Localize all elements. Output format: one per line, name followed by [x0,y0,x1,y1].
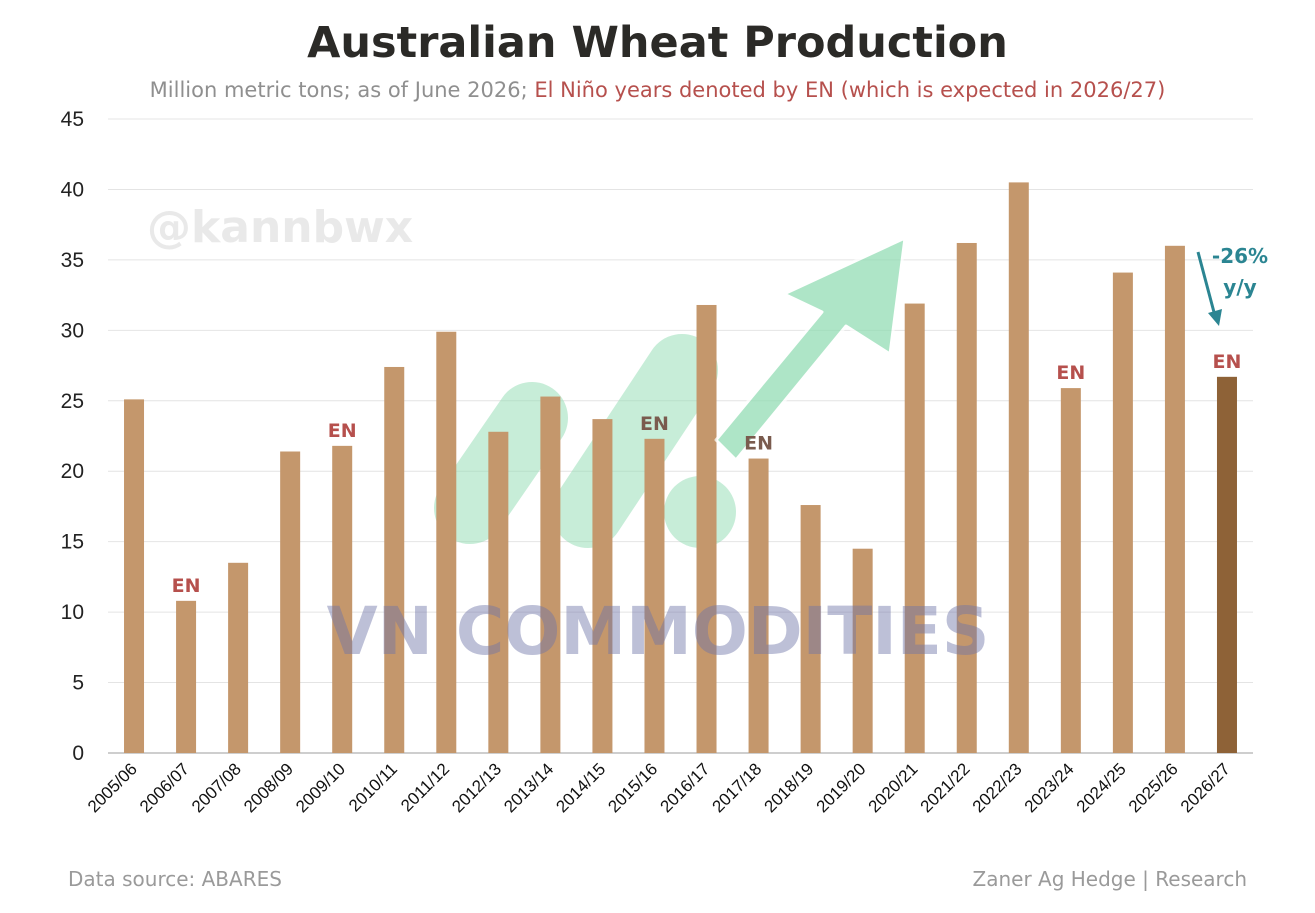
yoy-change-percent: -26% [1212,244,1268,268]
y-tick-label: 35 [61,249,84,272]
yoy-change-unit: y/y [1223,275,1256,299]
bar-2019-20 [852,548,873,753]
handle-watermark: @kannbwx [147,202,413,253]
bar-2022-23 [1008,182,1029,753]
x-tick-label: 2006/07 [136,759,193,816]
brand-watermark: VN COMMODITIES [327,593,990,670]
en-label-2009-10: EN [328,420,357,442]
y-tick-label: 0 [72,742,84,765]
y-tick-label: 15 [61,531,84,554]
x-tick-label: 2021/22 [917,759,974,816]
subtitle-units: Million metric tons; as of June 2026; [149,78,535,102]
y-tick-label: 10 [61,601,84,624]
bar-2017-18 [748,458,769,753]
bar-2021-22 [956,242,977,753]
bar-2011-12 [436,331,457,753]
x-tick-label: 2009/10 [292,759,349,816]
x-tick-label: 2010/11 [345,759,401,815]
bar-2024-25 [1112,272,1133,753]
x-tick-label: 2020/21 [865,759,922,816]
x-tick-label: 2015/16 [604,759,661,816]
yoy-change-arrow-head [1208,309,1222,326]
x-tick-label: 2018/19 [761,759,818,816]
x-tick-label: 2019/20 [813,759,870,816]
arrow-artwork [714,236,907,462]
en-label-2026-27: EN [1213,351,1242,373]
bar-2005-06 [124,399,145,753]
x-tick-label: 2007/08 [188,759,245,816]
y-tick-label: 25 [61,390,84,413]
en-label-2015-16: EN [640,413,669,435]
x-tick-label: 2014/15 [552,759,609,816]
bar-2013-14 [540,396,561,753]
x-tick-label: 2011/12 [397,759,453,815]
bar-2007-08 [228,562,249,753]
x-tick-label: 2005/06 [84,759,141,816]
x-tick-label: 2025/26 [1125,759,1182,816]
bar-2012-13 [488,431,509,753]
x-tick-label: 2022/23 [969,759,1026,816]
bar-2026-27 [1216,376,1237,753]
x-tick-label: 2026/27 [1177,759,1234,816]
bar-2008-09 [280,451,301,753]
bar-2014-15 [592,419,613,753]
data-source-note: Data source: ABARES [68,867,282,891]
chart-title: Australian Wheat Production [307,18,1008,68]
bar-2020-21 [904,303,925,753]
x-tick-label: 2017/18 [709,759,766,816]
x-tick-label: 2013/14 [500,759,557,816]
bar-2010-11 [384,366,405,753]
chart-subtitle: Million metric tons; as of June 2026; El… [0,78,1315,102]
research-credit: Zaner Ag Hedge | Research [972,867,1247,891]
x-tick-label: 2012/13 [448,759,505,816]
decor-rising-arrow [714,236,907,462]
en-label-2017-18: EN [744,433,773,455]
subtitle-el-nino-note: El Niño years denoted by EN (which is ex… [534,78,1166,102]
bar-2018-19 [800,505,821,753]
bar-2006-07 [176,600,197,753]
yoy-change-arrow-shaft [1196,251,1217,317]
en-label-2006-07: EN [172,575,201,597]
x-tick-label: 2023/24 [1021,759,1078,816]
y-tick-label: 20 [61,460,84,483]
bar-2025-26 [1164,245,1185,754]
bar-2009-10 [332,445,353,753]
y-tick-label: 40 [61,178,84,201]
x-tick-label: 2008/09 [240,759,297,816]
bar-2016-17 [696,304,717,753]
y-tick-label: 5 [72,672,84,695]
x-tick-label: 2016/17 [656,759,713,816]
bars [124,182,1237,754]
y-tick-label: 30 [61,319,84,342]
en-label-2023-24: EN [1056,362,1085,384]
yoy-change-annotation: -26% y/y [1196,244,1268,326]
y-tick-label: 45 [61,108,84,131]
bar-2015-16 [644,438,665,753]
bar-2023-24 [1060,388,1081,753]
x-tick-label: 2024/25 [1073,759,1130,816]
